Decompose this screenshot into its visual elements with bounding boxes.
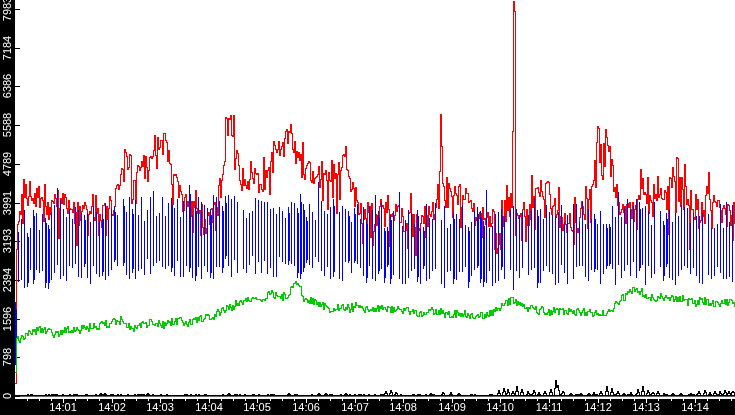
y-tick-label: 7983 — [1, 0, 13, 21]
x-tick-label: 14:04 — [195, 401, 223, 413]
y-tick-label: 3193 — [1, 229, 13, 253]
x-tick-label: 14:06 — [292, 401, 320, 413]
y-tick-label: 5588 — [1, 113, 13, 137]
y-tick-label: 2394 — [1, 268, 13, 292]
y-tick-label: 4789 — [1, 152, 13, 176]
y-tick-label: 1596 — [1, 307, 13, 331]
y-tick-label: 6386 — [1, 74, 13, 98]
traffic-graph: 0 798 1596 2394 3193 3991 4789 5588 6386 7184 7983… — [0, 0, 735, 415]
x-tick-label: 14:03 — [146, 401, 174, 413]
y-tick-label: 0 — [1, 393, 13, 399]
x-tick-label: 14:13 — [632, 401, 660, 413]
y-tick-label: 7184 — [1, 36, 13, 60]
x-tick-label: 14:12 — [584, 401, 612, 413]
x-tick-label: 14:08 — [389, 401, 417, 413]
x-tick-label: 14:01 — [49, 401, 77, 413]
x-tick-label: 14:07 — [341, 401, 369, 413]
x-tick-label: 14:10 — [486, 401, 514, 413]
y-tick-label: 798 — [1, 348, 13, 366]
x-tick-label: 14:11 — [536, 401, 563, 413]
x-tick-label: 14:09 — [438, 401, 466, 413]
x-tick-label: 14:14 — [681, 401, 709, 413]
plot-canvas — [0, 0, 735, 415]
x-tick-label: 14:05 — [243, 401, 271, 413]
x-tick-label: 14:02 — [98, 401, 126, 413]
y-tick-label: 3991 — [1, 191, 13, 215]
